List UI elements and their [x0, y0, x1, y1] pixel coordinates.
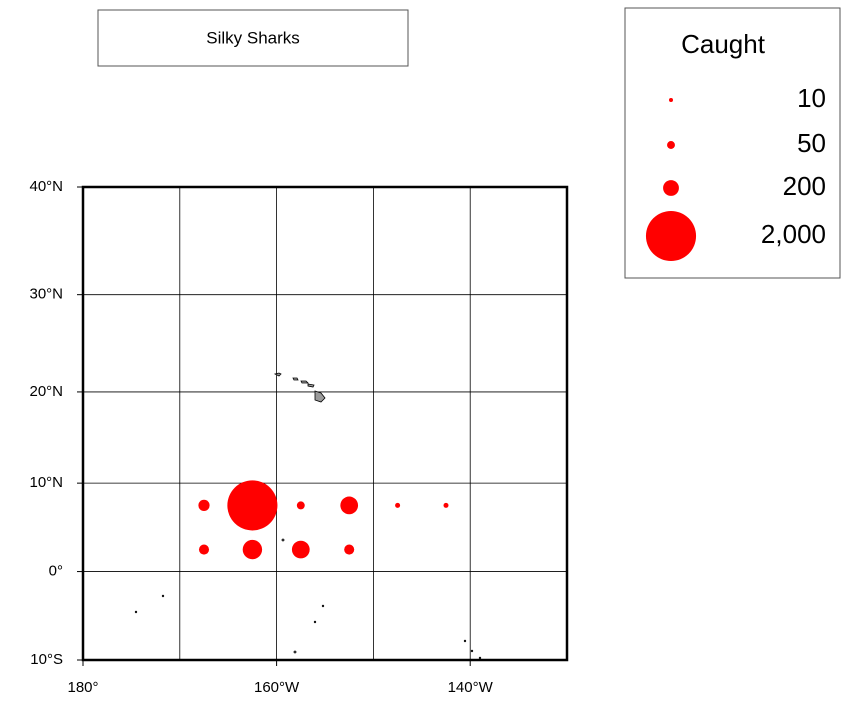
bubble	[227, 480, 278, 531]
y-tick-label: 20°N	[29, 383, 63, 400]
x-tick-label: 180°	[67, 679, 98, 696]
legend-bubble	[663, 180, 679, 196]
x-tick-label: 140°W	[448, 679, 494, 696]
bubble	[340, 496, 359, 515]
y-tick-label: 40°N	[29, 178, 63, 195]
bubble	[443, 502, 449, 508]
bubble	[296, 501, 305, 510]
y-tick-label: 10°S	[30, 651, 63, 668]
y-tick-label: 0°	[49, 563, 63, 580]
map-title: Silky Sharks	[206, 28, 300, 47]
legend-bubble	[645, 210, 697, 262]
bubble	[291, 540, 310, 559]
legend-label: 200	[783, 171, 826, 201]
title-box	[97, 9, 409, 67]
y-tick-label: 30°N	[29, 286, 63, 303]
bubble	[198, 499, 210, 511]
legend-label: 50	[797, 128, 826, 158]
legend-bubble	[667, 141, 675, 149]
bubble	[198, 544, 210, 555]
y-tick-label: 10°N	[29, 474, 63, 491]
legend-label: 2,000	[761, 219, 826, 249]
x-tick-label: 160°W	[254, 679, 300, 696]
map-background	[83, 187, 567, 660]
bubble	[344, 544, 355, 555]
map-frame	[81, 185, 569, 662]
legend-bubble	[669, 98, 673, 102]
legend-title: Caught	[681, 29, 766, 59]
islands	[134, 372, 482, 660]
bubble	[242, 539, 263, 560]
bubble	[395, 502, 401, 508]
legend-label: 10	[797, 83, 826, 113]
